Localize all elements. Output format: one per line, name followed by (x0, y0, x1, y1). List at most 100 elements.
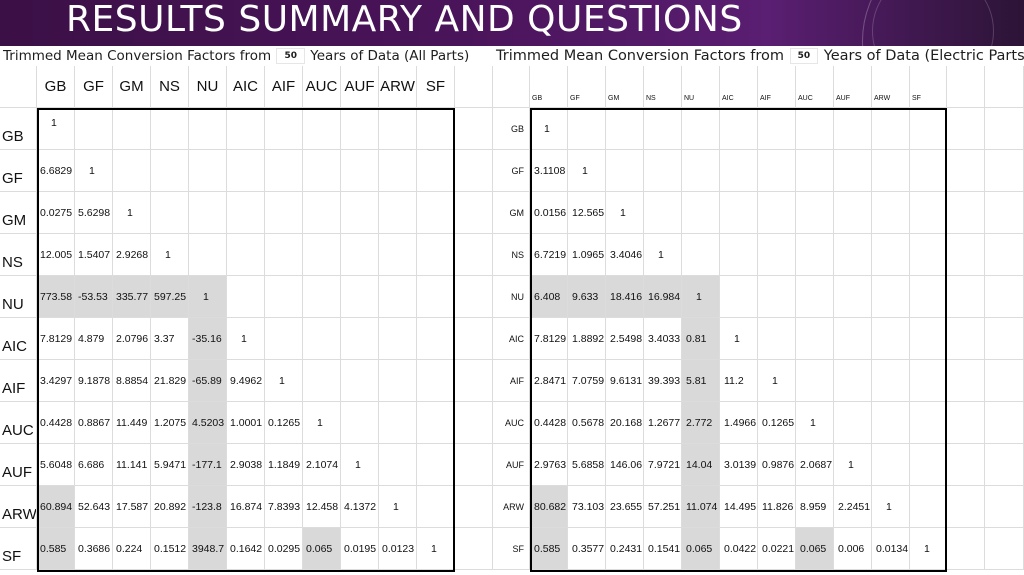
table-cell: 6.6829 (37, 150, 75, 192)
table-cell: -177.1 (189, 444, 227, 486)
table-cell: 20.892 (151, 486, 189, 528)
table-cell: 1 (341, 444, 379, 486)
table-cell: 3.37 (151, 318, 189, 360)
empty-cell (796, 192, 834, 234)
table-cell: 8.8854 (113, 360, 151, 402)
empty-cell (910, 444, 947, 486)
empty-cell (947, 318, 985, 360)
banner-decoration (872, 0, 994, 46)
empty-cell (985, 486, 1024, 528)
empty-cell (910, 486, 947, 528)
empty-cell (606, 108, 644, 150)
table-cell: 16.984 (644, 276, 682, 318)
empty-cell (189, 150, 227, 192)
empty-cell (985, 192, 1024, 234)
column-header: GM (113, 66, 151, 108)
slide-title: RESULTS SUMMARY AND QUESTIONS (66, 0, 743, 40)
empty-cell (796, 276, 834, 318)
column-header: GF (75, 66, 113, 108)
empty-cell (379, 234, 417, 276)
empty-cell (189, 108, 227, 150)
table-cell: 1 (151, 234, 189, 276)
table-cell: 39.393 (644, 360, 682, 402)
table-cell: 0.1642 (227, 528, 265, 570)
table-cell: 1 (644, 234, 682, 276)
table-cell: 5.6048 (37, 444, 75, 486)
table-cell: 2.9763 (530, 444, 568, 486)
table-cell: 0.8867 (75, 402, 113, 444)
table-cell: 11.141 (113, 444, 151, 486)
right-years-box: 50 (790, 49, 818, 63)
table-cell: 2.5498 (606, 318, 644, 360)
empty-cell (455, 234, 493, 276)
table-cell: 4.879 (75, 318, 113, 360)
column-header: SF (910, 66, 947, 108)
table-cell: 11.826 (758, 486, 796, 528)
table-cell: 1 (379, 486, 417, 528)
empty-cell (417, 108, 455, 150)
table-cell: 0.0195 (341, 528, 379, 570)
empty-cell (568, 108, 606, 150)
table-cell: 11.074 (682, 486, 720, 528)
empty-cell (947, 402, 985, 444)
row-header: ARW (493, 486, 530, 528)
empty-cell (379, 192, 417, 234)
table-cell: 335.77 (113, 276, 151, 318)
empty-cell (985, 150, 1024, 192)
table-cell: 4.1372 (341, 486, 379, 528)
table-cell: 7.8129 (530, 318, 568, 360)
row-header: NU (493, 276, 530, 318)
empty-cell (303, 360, 341, 402)
empty-cell (379, 444, 417, 486)
table-cell: 0.224 (113, 528, 151, 570)
empty-cell (947, 108, 985, 150)
empty-cell (417, 234, 455, 276)
row-header: GM (0, 192, 37, 234)
table-cell: 7.8393 (265, 486, 303, 528)
table-cell: 1.0001 (227, 402, 265, 444)
table-cell: 0.585 (530, 528, 568, 570)
table-cell: -65.89 (189, 360, 227, 402)
table-cell: 0.3577 (568, 528, 606, 570)
empty-cell (417, 444, 455, 486)
empty-cell (455, 528, 493, 570)
column-header: SF (417, 66, 455, 108)
table-cell: 2.8471 (530, 360, 568, 402)
table-cell: 23.655 (606, 486, 644, 528)
table-cell: 0.81 (682, 318, 720, 360)
empty-cell (947, 528, 985, 570)
empty-cell (985, 528, 1024, 570)
empty-cell (303, 276, 341, 318)
table-cell: 1 (37, 108, 75, 150)
empty-cell (455, 192, 493, 234)
empty-cell (417, 360, 455, 402)
column-header: AIC (227, 66, 265, 108)
table-cell: 0.0221 (758, 528, 796, 570)
empty-cell (872, 150, 910, 192)
row-header: AIC (0, 318, 37, 360)
table-cell: 0.0422 (720, 528, 758, 570)
empty-cell (265, 234, 303, 276)
empty-cell (796, 150, 834, 192)
table-cell: 5.6858 (568, 444, 606, 486)
column-header: NS (151, 66, 189, 108)
empty-cell (796, 360, 834, 402)
left-caption-suffix: Years of Data (All Parts) (310, 48, 470, 64)
table-cell: 2.772 (682, 402, 720, 444)
right-caption-suffix: Years of Data (Electric Parts) (823, 48, 1024, 64)
empty-cell (872, 108, 910, 150)
row-header: AUF (493, 444, 530, 486)
table-cell: 1 (189, 276, 227, 318)
table-cell: 3.4046 (606, 234, 644, 276)
table-cell: 0.0134 (872, 528, 910, 570)
empty-cell (455, 276, 493, 318)
table-cell: 0.1265 (758, 402, 796, 444)
empty-cell (834, 402, 872, 444)
table-cell: 3.1108 (530, 150, 568, 192)
table-cell: 7.8129 (37, 318, 75, 360)
empty-cell (417, 150, 455, 192)
empty-cell (834, 276, 872, 318)
column-header: GB (530, 66, 568, 108)
empty-cell (985, 360, 1024, 402)
empty-cell (947, 234, 985, 276)
